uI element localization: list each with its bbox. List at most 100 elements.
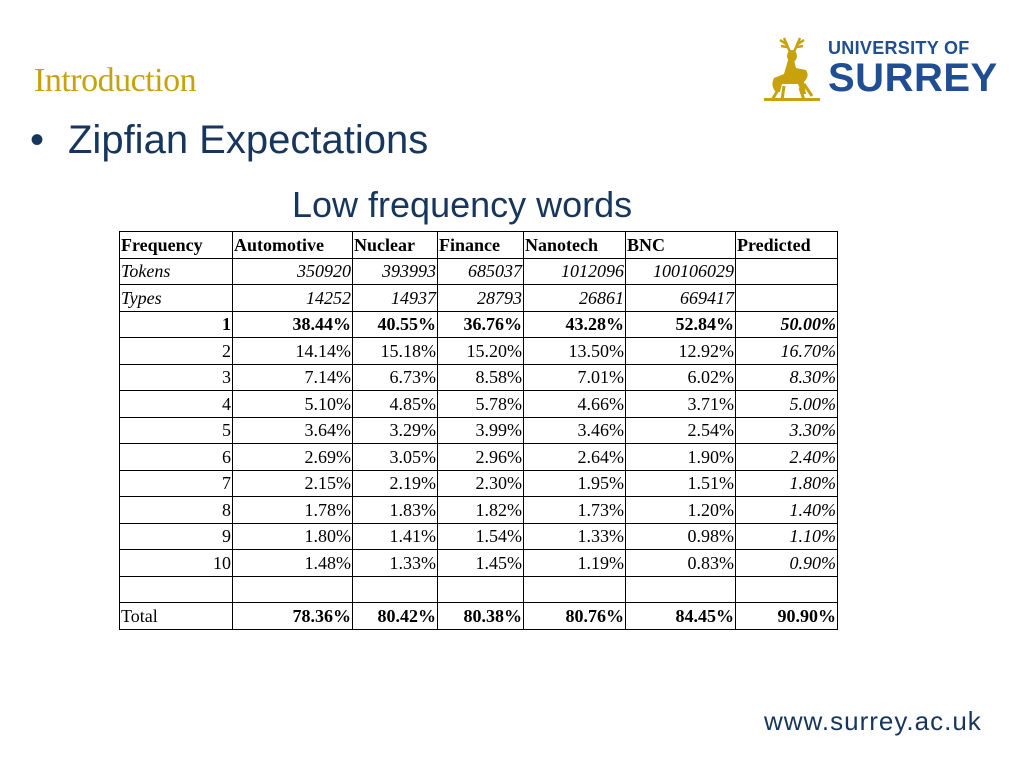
table-cell-predicted: 1.10% (735, 522, 838, 550)
table-cell: 3.05% (352, 443, 438, 471)
table-cell-predicted: 1.80% (735, 469, 838, 497)
table-cell: 669417 (625, 284, 736, 312)
table-cell: 1.45% (437, 549, 524, 577)
table-cell: 393993 (352, 257, 438, 285)
table-row: 8 1.78% 1.83% 1.82% 1.73% 1.20% 1.40% (119, 496, 838, 524)
table-cell: 1.48% (232, 549, 353, 577)
table-cell: 15.18% (352, 337, 438, 365)
table-row: 7 2.15% 2.19% 2.30% 1.95% 1.51% 1.80% (119, 469, 838, 497)
table-cell-predicted: 2.40% (735, 443, 838, 471)
table-cell (352, 575, 438, 603)
table-cell: 350920 (232, 257, 353, 285)
slide-title: Introduction (34, 62, 197, 99)
row-frequency: 9 (119, 522, 233, 550)
table-cell: 8.58% (437, 363, 524, 391)
row-frequency: 1 (119, 310, 233, 338)
logo-line-surrey: SURREY (828, 56, 998, 100)
table-cell: 5.78% (437, 390, 524, 418)
row-frequency: 6 (119, 443, 233, 471)
header-cell: Frequency (119, 231, 233, 259)
row-frequency: 4 (119, 390, 233, 418)
table-cell-predicted: 0.90% (735, 549, 838, 577)
table-cell: 3.29% (352, 416, 438, 444)
table-cell-predicted: 16.70% (735, 337, 838, 365)
row-label: Total (119, 602, 233, 630)
table-cell: 14937 (352, 284, 438, 312)
table-cell: 6.02% (625, 363, 736, 391)
bullet-text: Zipfian Expectations (68, 118, 429, 162)
row-frequency: 3 (119, 363, 233, 391)
table-cell: 36.76% (437, 310, 524, 338)
table-cell: 7.14% (232, 363, 353, 391)
table-cell: 1.20% (625, 496, 736, 524)
table-cell: 26861 (523, 284, 626, 312)
table-cell: 1.73% (523, 496, 626, 524)
table-cell: 14.14% (232, 337, 353, 365)
table-cell: 80.76% (523, 602, 626, 630)
logo-wordmark: UNIVERSITY OF SURREY (828, 38, 998, 98)
table-cell: 4.85% (352, 390, 438, 418)
table-cell: 2.69% (232, 443, 353, 471)
table-cell: 14252 (232, 284, 353, 312)
table-row: 2 14.14% 15.18% 15.20% 13.50% 12.92% 16.70% (119, 337, 838, 365)
table-cell: 1.19% (523, 549, 626, 577)
table-row: 3 7.14% 6.73% 8.58% 7.01% 6.02% 8.30% (119, 363, 838, 391)
table-cell: 38.44% (232, 310, 353, 338)
row-label: Types (119, 284, 233, 312)
table-cell: 15.20% (437, 337, 524, 365)
table-cell: 1.82% (437, 496, 524, 524)
table-cell: 4.66% (523, 390, 626, 418)
table-cell: 1.83% (352, 496, 438, 524)
table-cell: 2.64% (523, 443, 626, 471)
table-cell: 1.95% (523, 469, 626, 497)
table-cell: 2.19% (352, 469, 438, 497)
table-cell: 80.38% (437, 602, 524, 630)
table-row-total: Total 78.36% 80.42% 80.38% 80.76% 84.45%… (119, 602, 838, 630)
table-cell (625, 575, 736, 603)
table-cell: 3.64% (232, 416, 353, 444)
header-cell: Automotive (232, 231, 353, 259)
table-cell: 1.41% (352, 522, 438, 550)
frequency-table: Frequency Automotive Nuclear Finance Nan… (119, 231, 838, 630)
table-cell: 1.51% (625, 469, 736, 497)
header-cell: BNC (625, 231, 736, 259)
row-frequency: 8 (119, 496, 233, 524)
table-row: 4 5.10% 4.85% 5.78% 4.66% 3.71% 5.00% (119, 390, 838, 418)
table-cell: 2.96% (437, 443, 524, 471)
table-cell (735, 575, 838, 603)
table-row: 1 38.44% 40.55% 36.76% 43.28% 52.84% 50.00% (119, 310, 838, 338)
table-cell-predicted: 5.00% (735, 390, 838, 418)
table-cell: 3.99% (437, 416, 524, 444)
table-cell: 2.54% (625, 416, 736, 444)
table-cell (232, 575, 353, 603)
table-cell: 1.80% (232, 522, 353, 550)
table-row-types: Types 14252 14937 28793 26861 669417 (119, 284, 838, 312)
row-frequency: 5 (119, 416, 233, 444)
table-cell: 43.28% (523, 310, 626, 338)
table-cell: 1012096 (523, 257, 626, 285)
table-row-empty (119, 575, 838, 603)
header-cell: Predicted (735, 231, 838, 259)
table-row: 10 1.48% 1.33% 1.45% 1.19% 0.83% 0.90% (119, 549, 838, 577)
table-cell: 12.92% (625, 337, 736, 365)
table-cell: 84.45% (625, 602, 736, 630)
logo-line-university: UNIVERSITY OF (828, 38, 970, 58)
table-cell: 13.50% (523, 337, 626, 365)
row-frequency: 10 (119, 549, 233, 577)
table-cell: 2.15% (232, 469, 353, 497)
table-cell: 0.98% (625, 522, 736, 550)
table-cell: 1.54% (437, 522, 524, 550)
table-cell: 0.83% (625, 549, 736, 577)
header-cell: Finance (437, 231, 524, 259)
table-cell (735, 257, 838, 285)
table-cell (437, 575, 524, 603)
table-row: 6 2.69% 3.05% 2.96% 2.64% 1.90% 2.40% (119, 443, 838, 471)
footer-url: www.surrey.ac.uk (764, 706, 982, 736)
table-cell: 28793 (437, 284, 524, 312)
university-logo: UNIVERSITY OF SURREY (760, 34, 997, 104)
table-cell-predicted: 50.00% (735, 310, 838, 338)
table-cell: 78.36% (232, 602, 353, 630)
table-cell: 1.90% (625, 443, 736, 471)
table-cell: 40.55% (352, 310, 438, 338)
table-cell (523, 575, 626, 603)
